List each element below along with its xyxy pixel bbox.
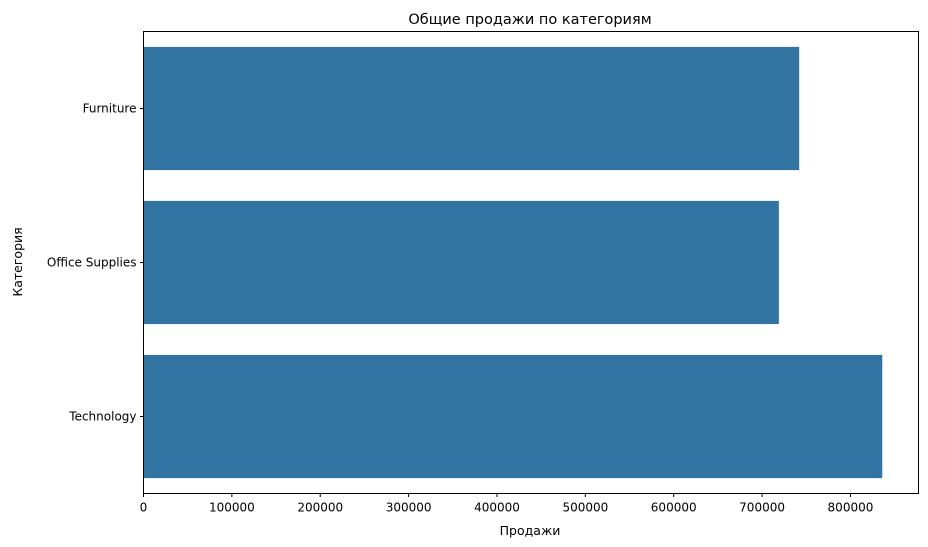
- y-tick-label: Office Supplies: [47, 256, 137, 270]
- chart-title: Общие продажи по категориям: [408, 12, 651, 28]
- x-tick-label: 300000: [386, 501, 432, 515]
- x-tick-label: 500000: [562, 501, 608, 515]
- x-axis-label: Продажи: [500, 523, 561, 538]
- y-tick-label: Technology: [68, 410, 136, 424]
- bar-furniture: [143, 46, 800, 171]
- x-tick-label: 600000: [651, 501, 697, 515]
- x-tick-label: 0: [140, 501, 148, 515]
- bar-office-supplies: [143, 200, 779, 325]
- y-axis-ticks: Furniture Office Supplies Technology: [47, 102, 144, 424]
- y-axis-label: Категория: [10, 227, 25, 296]
- x-tick-label: 400000: [474, 501, 520, 515]
- plot-frame: [143, 31, 919, 494]
- x-axis-ticks: 0 100000 200000 300000 400000 500000 600000 700…: [140, 493, 874, 515]
- bar-technology: [143, 354, 883, 479]
- x-tick-label: 700000: [739, 501, 785, 515]
- y-tick-label: Furniture: [83, 102, 137, 116]
- x-tick-label: 100000: [209, 501, 255, 515]
- bars-group: [143, 46, 883, 479]
- x-tick-label: 200000: [297, 501, 343, 515]
- x-tick-label: 800000: [828, 501, 874, 515]
